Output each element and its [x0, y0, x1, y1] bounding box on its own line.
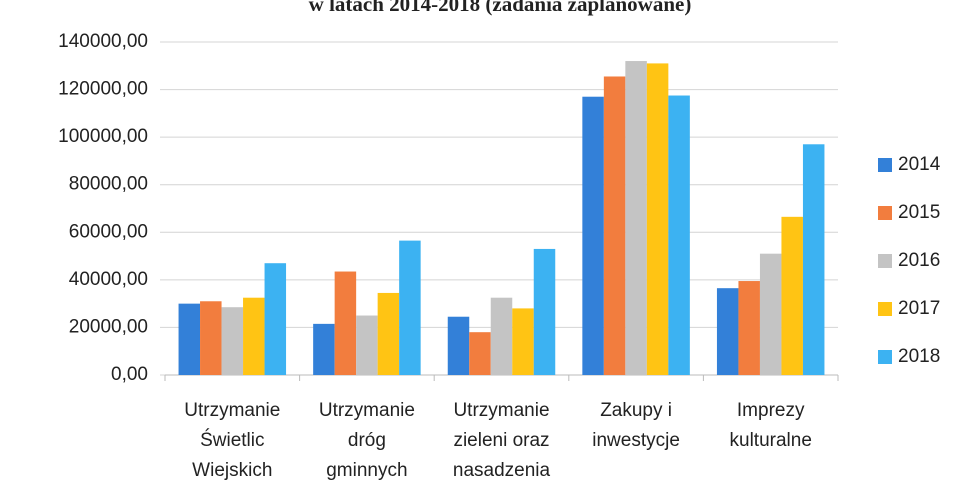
- legend-label: 2015: [898, 202, 940, 223]
- x-tick-label: Utrzymanie: [453, 400, 549, 421]
- bar: [221, 307, 244, 375]
- bar: [668, 95, 690, 376]
- x-tick-label: Wiejskich: [192, 460, 272, 481]
- bar: [759, 253, 782, 375]
- bar: [716, 288, 739, 375]
- bar: [178, 303, 201, 375]
- legend-label: 2017: [898, 298, 940, 319]
- bar: [533, 248, 556, 375]
- bar: [243, 297, 265, 375]
- bar: [490, 297, 513, 375]
- legend-swatch: [878, 206, 892, 220]
- y-tick-label: 60000,00: [69, 221, 148, 242]
- y-tick-label: 20000,00: [69, 316, 148, 337]
- bar: [646, 63, 669, 376]
- x-tick-label: Imprezy: [737, 400, 805, 421]
- bar: [469, 332, 491, 375]
- bar: [334, 271, 357, 375]
- y-tick-label: 0,00: [111, 364, 148, 385]
- bar: [512, 308, 534, 375]
- bar: [582, 96, 604, 375]
- y-tick-label: 40000,00: [69, 269, 148, 290]
- bar: [264, 263, 287, 375]
- bar: [625, 61, 647, 376]
- y-tick-label: 120000,00: [58, 79, 148, 100]
- legend-label: 2016: [898, 250, 940, 271]
- x-tick-label: Utrzymanie: [319, 400, 415, 421]
- y-tick-label: 80000,00: [69, 174, 148, 195]
- x-tick-label: zieleni oraz: [453, 430, 549, 451]
- legend-swatch: [878, 254, 892, 268]
- x-tick-label: Zakupy i: [600, 400, 672, 421]
- x-tick-label: Utrzymanie: [184, 400, 280, 421]
- legend-label: 2018: [898, 346, 940, 367]
- x-tick-label: nasadzenia: [453, 460, 551, 481]
- legend-swatch: [878, 350, 892, 364]
- x-tick-label: inwestycje: [592, 430, 680, 451]
- x-tick-label: dróg: [348, 430, 386, 451]
- bar: [603, 76, 626, 375]
- bar: [447, 316, 470, 375]
- chart-title: w latach 2014-2018 (zadania zaplanowane): [309, 0, 692, 16]
- bar: [200, 301, 222, 375]
- bar: [399, 240, 421, 375]
- bar: [738, 281, 760, 375]
- legend-label: 2014: [898, 154, 941, 175]
- x-tick-label: Świetlic: [200, 429, 264, 451]
- bar: [377, 292, 400, 375]
- x-tick-label: gminnych: [326, 460, 407, 481]
- x-tick-label: kulturalne: [730, 430, 812, 451]
- legend-swatch: [878, 158, 892, 172]
- bar: [313, 323, 335, 375]
- bar: [781, 216, 803, 375]
- bar: [356, 315, 378, 375]
- y-tick-label: 140000,00: [58, 31, 148, 52]
- y-tick-label: 100000,00: [58, 126, 148, 147]
- bar: [802, 144, 825, 375]
- legend-swatch: [878, 302, 892, 316]
